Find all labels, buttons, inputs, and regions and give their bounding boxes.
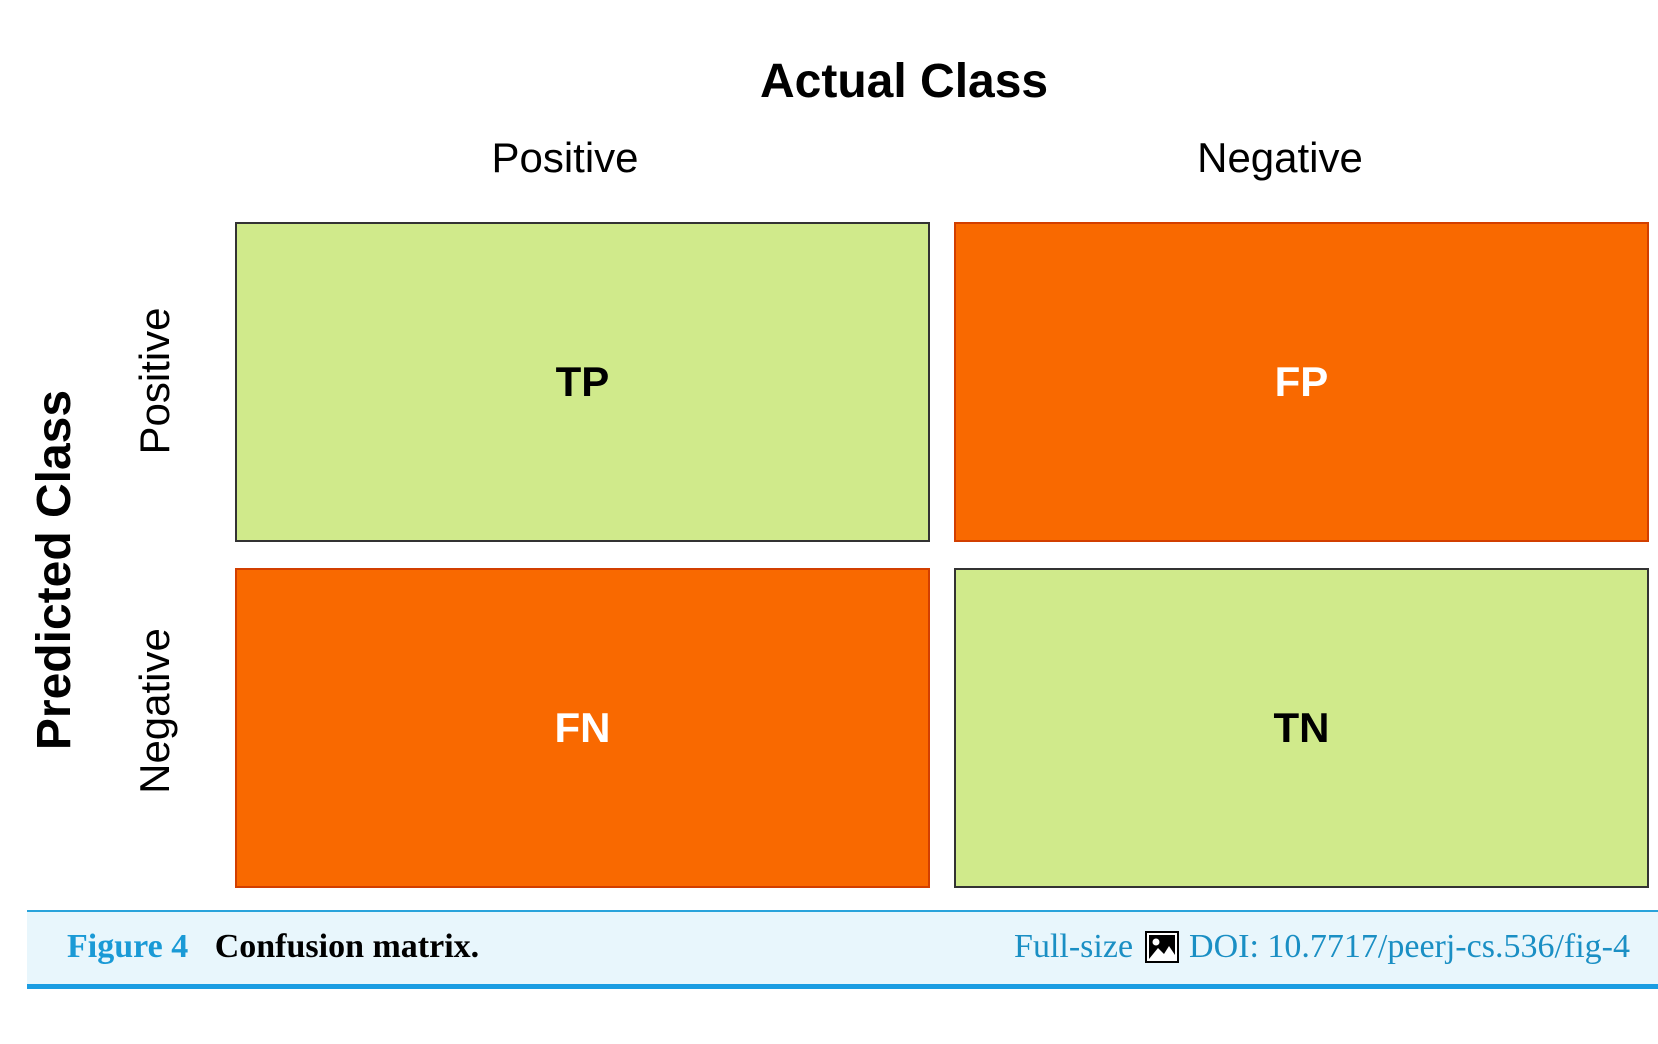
- cell-label-tp: TP: [555, 358, 610, 405]
- caption-right: Full-size DOI: 10.7717/peerj-cs.536/fig-…: [1014, 928, 1630, 966]
- image-icon[interactable]: [1145, 931, 1180, 963]
- row-header-positive: Positive: [131, 307, 178, 455]
- doi-link[interactable]: DOI: 10.7717/peerj-cs.536/fig-4: [1189, 928, 1630, 965]
- cell-label-fn: FN: [554, 704, 611, 751]
- cell-false-negative: FN: [235, 568, 930, 888]
- predicted-class-title: Predicted Class: [28, 389, 81, 751]
- actual-class-title: Actual Class: [760, 55, 1049, 108]
- figure-title: Confusion matrix.: [214, 928, 480, 965]
- cell-label-fp: FP: [1274, 358, 1329, 405]
- caption-left: Figure 4 Confusion matrix.: [67, 928, 479, 966]
- cell-label-tn: TN: [1273, 704, 1330, 751]
- cell-true-negative: TN: [954, 568, 1649, 888]
- cell-false-positive: FP: [954, 222, 1649, 542]
- cell-true-positive: TP: [235, 222, 930, 542]
- row-header-negative: Negative: [131, 628, 178, 794]
- column-header-negative: Negative: [1197, 134, 1363, 181]
- column-header-positive: Positive: [491, 134, 639, 181]
- figure-caption-bar: Figure 4 Confusion matrix. Full-size DOI…: [27, 910, 1658, 989]
- figure-number: Figure 4: [67, 928, 189, 965]
- full-size-link[interactable]: Full-size: [1014, 928, 1134, 965]
